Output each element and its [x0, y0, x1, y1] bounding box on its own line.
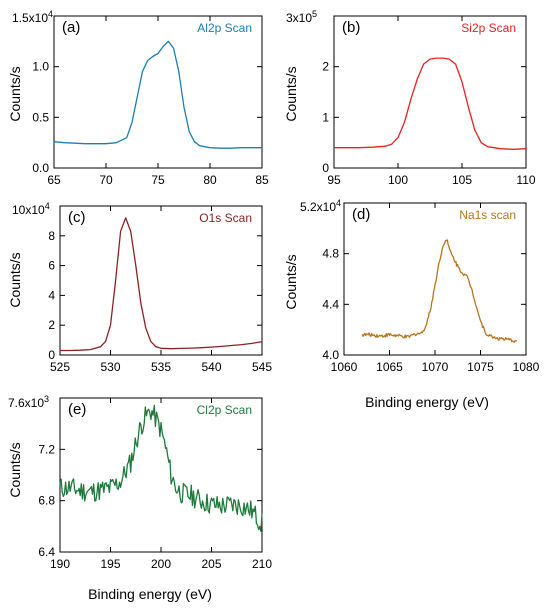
panel-a-series-line [53, 40, 262, 149]
panel-e-xtick-label: 195 [100, 557, 120, 571]
panel-c-letter: (c) [68, 209, 86, 226]
panel-d-letter: (d) [352, 206, 370, 223]
panel-d-ytick-label: 4.8 [322, 247, 339, 261]
panel-d-xlabel: Binding energy (eV) [365, 394, 489, 410]
panel-d-xtick-label: 1070 [422, 360, 449, 374]
panel-e-yscale: 7.6x103 [8, 394, 49, 410]
panel-a-frame [53, 15, 263, 169]
panel-d-yscale: 5.2x104 [300, 198, 341, 214]
panel-d-xtick-label: 1060 [331, 360, 358, 374]
panel-b-letter: (b) [342, 19, 360, 36]
panel-b-yscale: 3x105 [286, 9, 317, 25]
panel-e-xtick-label: 205 [201, 557, 221, 571]
panel-d-xtick-label: 1080 [513, 360, 540, 374]
panel-a-title: Al2p Scan [197, 21, 252, 35]
panel-b: Counts/s 3x105 95 100 105 110 0 1 2 (b) Si2p Sca… [283, 9, 536, 187]
panel-a-ytick-label: 1.0 [32, 60, 49, 74]
panel-c-title: O1s Scan [199, 211, 252, 225]
panel-d: Counts/s 5.2x104 Binding energy (eV) 106… [283, 198, 540, 410]
panel-b-xtick-label: 95 [327, 173, 341, 187]
panel-d-ytick-label: 4.4 [322, 297, 339, 311]
panel-c-frame [59, 205, 263, 356]
panel-d-title: Na1s scan [459, 208, 516, 222]
panel-a-letter: (a) [62, 19, 80, 36]
panel-c-ytick-label: 0 [48, 348, 55, 362]
panel-d-ylabel: Counts/s [283, 254, 299, 309]
panel-c-xtick-label: 525 [50, 360, 70, 374]
panel-a-xtick-label: 65 [47, 173, 61, 187]
panel-c-series-line [60, 217, 263, 352]
panel-a-xtick-label: 70 [99, 173, 113, 187]
panel-e-xtick-label: 210 [252, 557, 272, 571]
panel-e-xtick-label: 190 [50, 557, 70, 571]
panel-a: Counts/s 1.5x104 65 70 75 80 85 0.0 0.5 1.0 (a) A… [7, 9, 269, 187]
panel-b-ytick-label: 0 [322, 161, 329, 175]
panel-c-ylabel: Counts/s [7, 252, 23, 307]
panel-b-xtick-label: 110 [516, 173, 535, 187]
panel-c-xtick-label: 535 [151, 360, 171, 374]
panel-b-frame [333, 15, 527, 169]
panel-a-ylabel: Counts/s [7, 66, 23, 121]
panel-b-xtick-label: 105 [452, 173, 472, 187]
panel-b-series-line [334, 57, 527, 150]
panel-b-xtick-label: 100 [388, 173, 408, 187]
panel-c-ytick-label: 6 [48, 259, 55, 273]
panel-b-ytick-label: 2 [322, 60, 329, 74]
panel-c-ytick-label: 2 [48, 318, 55, 332]
panel-a-xtick-label: 85 [255, 173, 269, 187]
panel-b-title: Si2p Scan [461, 21, 516, 35]
panel-b-ylabel: Counts/s [283, 66, 299, 121]
panel-e: Counts/s 7.6x103 Binding energy (eV) 190… [7, 394, 272, 602]
panel-e-ytick-label: 6.8 [38, 494, 55, 508]
panel-a-xtick-label: 75 [151, 173, 165, 187]
panel-e-xlabel: Binding energy (eV) [88, 586, 212, 602]
panel-a-ytick-label: 0.0 [32, 161, 49, 175]
panel-d-ytick-label: 4.0 [322, 348, 339, 362]
panel-e-xtick-label: 200 [151, 557, 171, 571]
panel-c-ytick-label: 4 [48, 288, 55, 302]
panel-e-ytick-label: 7.2 [38, 442, 55, 456]
panel-d-series-line [361, 239, 518, 344]
panel-c-xtick-label: 540 [201, 360, 221, 374]
panel-b-ytick-label: 1 [322, 110, 329, 124]
panel-c-ytick-label: 8 [48, 229, 55, 243]
panel-e-title: Cl2p Scan [197, 403, 252, 417]
panel-d-xtick-label: 1075 [467, 360, 494, 374]
panel-c-xtick-label: 530 [100, 360, 120, 374]
panel-d-xtick-label: 1065 [376, 360, 403, 374]
panel-c: Counts/s 10x104 525 530 535 540 545 0 2 4 6 8 (c) O… [7, 201, 272, 374]
panel-a-xtick-label: 80 [203, 173, 217, 187]
panel-e-ylabel: Counts/s [7, 442, 23, 497]
panel-e-letter: (e) [68, 401, 86, 418]
panel-e-ytick-label: 6.4 [38, 545, 55, 559]
panel-c-yscale: 10x104 [12, 201, 50, 217]
panel-a-yscale: 1.5x104 [12, 9, 53, 25]
panel-c-xtick-label: 545 [252, 360, 272, 374]
panel-e-frame [59, 397, 263, 553]
panel-e-series-line [59, 404, 263, 532]
panel-d-frame [343, 202, 527, 356]
panel-a-ytick-label: 0.5 [32, 110, 49, 124]
